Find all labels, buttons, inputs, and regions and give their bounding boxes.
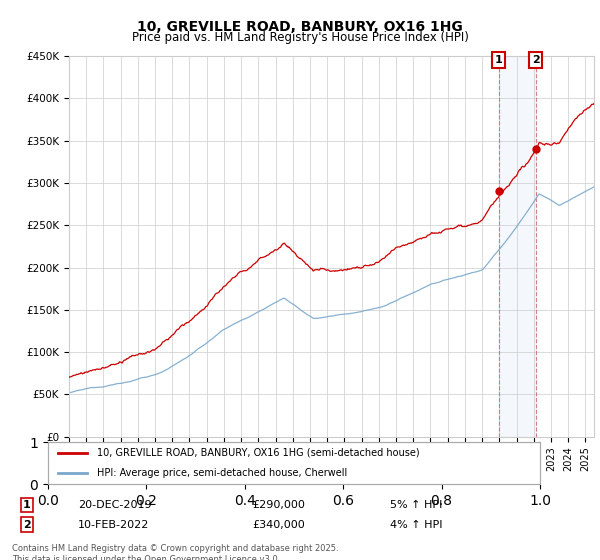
Text: £290,000: £290,000 [252,500,305,510]
Text: 4% ↑ HPI: 4% ↑ HPI [390,520,443,530]
Text: 20-DEC-2019: 20-DEC-2019 [78,500,152,510]
Text: Price paid vs. HM Land Registry's House Price Index (HPI): Price paid vs. HM Land Registry's House … [131,31,469,44]
Text: 5% ↑ HPI: 5% ↑ HPI [390,500,442,510]
Text: Contains HM Land Registry data © Crown copyright and database right 2025.
This d: Contains HM Land Registry data © Crown c… [12,544,338,560]
Text: 10, GREVILLE ROAD, BANBURY, OX16 1HG: 10, GREVILLE ROAD, BANBURY, OX16 1HG [137,20,463,34]
Text: 2: 2 [532,55,539,65]
Bar [499,56,536,437]
Text: £340,000: £340,000 [252,520,305,530]
Text: 1: 1 [495,55,503,65]
Text: HPI: Average price, semi-detached house, Cherwell: HPI: Average price, semi-detached house,… [97,468,347,478]
Text: 10, GREVILLE ROAD, BANBURY, OX16 1HG (semi-detached house): 10, GREVILLE ROAD, BANBURY, OX16 1HG (se… [97,448,420,458]
Text: 2: 2 [23,520,31,530]
Text: 1: 1 [23,500,31,510]
Text: 10-FEB-2022: 10-FEB-2022 [78,520,149,530]
